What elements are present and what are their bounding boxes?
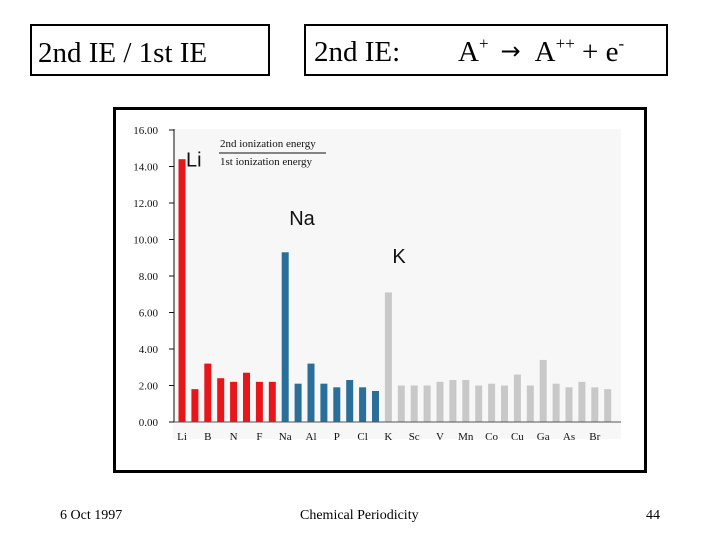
bar-ga (539, 359, 547, 422)
bar-cl (359, 387, 367, 422)
x-axis: Li B N F Na Al P Cl K Sc V Mn Co Cu Ga As Br (174, 421, 621, 443)
equation-box: 2nd IE: A+ → A++ + e- (304, 24, 668, 76)
x-tick-label: Cl (357, 431, 367, 443)
x-tick-label: Sc (409, 431, 420, 443)
annotation-li: Li (186, 150, 202, 172)
bar-mg (294, 383, 302, 422)
y-tick-label: 8.00 (139, 271, 159, 283)
x-tick-label: N (230, 431, 238, 443)
x-tick-label: Co (485, 431, 498, 443)
bars (178, 159, 612, 422)
bar-k (384, 292, 392, 422)
y-tick-label: 14.00 (133, 162, 158, 174)
bar-al (307, 363, 315, 422)
y-tick-label: 16.00 (133, 125, 158, 137)
y-axis: 0.00 2.00 4.00 6.00 8.00 10.00 12.00 14.00 16.00 (133, 125, 175, 429)
bar-cu (513, 374, 521, 422)
bar-as (565, 387, 573, 422)
bar-p (333, 387, 341, 422)
y-tick-label: 6.00 (139, 308, 159, 320)
x-tick-label: Li (177, 431, 187, 443)
bar-se (578, 381, 586, 422)
equation-electron-charge: - (618, 34, 625, 53)
bar-v (436, 381, 444, 422)
ionization-ratio-chart: 0.00 2.00 4.00 6.00 8.00 10.00 12.00 14.00 16.00… (116, 110, 644, 470)
bar-li (178, 159, 186, 422)
bar-zn (526, 385, 534, 422)
bar-sc (410, 385, 418, 422)
bar-mn (462, 380, 470, 422)
equation-label: 2nd IE: (314, 36, 401, 68)
bar-b (204, 363, 212, 422)
x-tick-label: Al (306, 431, 317, 443)
bar-be (191, 389, 199, 422)
bar-kr (604, 389, 612, 422)
y-tick-label: 10.00 (133, 235, 158, 247)
x-tick-label: Ga (537, 431, 550, 443)
y-tick-label: 4.00 (139, 344, 159, 356)
footer-title: Chemical Periodicity (300, 508, 419, 523)
bar-na (281, 252, 289, 422)
y-tick-label: 12.00 (133, 198, 158, 210)
right-arrow-icon: → (500, 37, 521, 65)
y-tick-label: 2.00 (139, 381, 159, 393)
bar-ti (423, 385, 431, 422)
x-tick-label: Cu (511, 431, 524, 443)
y-tick-label: 0.00 (139, 417, 159, 429)
chart-frame: 0.00 2.00 4.00 6.00 8.00 10.00 12.00 14.00 16.00… (113, 107, 647, 473)
bar-c (217, 378, 225, 422)
legend-denominator: 1st ionization energy (220, 156, 313, 168)
x-tick-label: Br (589, 431, 600, 443)
bar-cr (449, 380, 457, 422)
bar-ge (552, 383, 560, 422)
bar-br (591, 387, 599, 422)
x-tick-label: Mn (458, 431, 474, 443)
x-tick-label: K (384, 431, 392, 443)
bar-s (346, 380, 354, 422)
bar-ne (268, 381, 276, 422)
bar-ar (372, 390, 379, 422)
bar-si (320, 383, 328, 422)
bar-fe (475, 385, 483, 422)
equation-reactant-charge: + (478, 34, 489, 53)
bar-co (488, 383, 496, 422)
bar-ni (501, 385, 508, 422)
x-tick-label: P (334, 431, 340, 443)
annotations: Li Na K (186, 150, 406, 269)
equation-reactant: A (458, 36, 479, 68)
bar-o (243, 372, 250, 422)
legend-numerator: 2nd ionization energy (220, 138, 316, 150)
equation-product-charge: ++ (555, 34, 575, 53)
footer-page-number: 44 (646, 508, 660, 523)
equation-product: A (534, 36, 556, 68)
bar-ca (397, 385, 405, 422)
x-tick-label: B (204, 431, 211, 443)
bar-f (255, 381, 263, 422)
annotation-na: Na (289, 208, 315, 230)
x-tick-label: V (436, 431, 444, 443)
x-tick-label: As (563, 431, 575, 443)
slide-title: 2nd IE / 1st IE (38, 37, 208, 69)
bar-n (230, 381, 238, 422)
equation-electron: + e (574, 36, 619, 68)
ionization-equation: A+ → A++ + e- (458, 35, 624, 68)
x-tick-label: F (256, 431, 262, 443)
slide-title-box: 2nd IE / 1st IE (30, 24, 270, 76)
annotation-k: K (392, 246, 406, 268)
x-tick-label: Na (279, 431, 292, 443)
legend: 2nd ionization energy 1st ionization ene… (219, 138, 326, 168)
footer-date: 6 Oct 1997 (60, 508, 123, 523)
